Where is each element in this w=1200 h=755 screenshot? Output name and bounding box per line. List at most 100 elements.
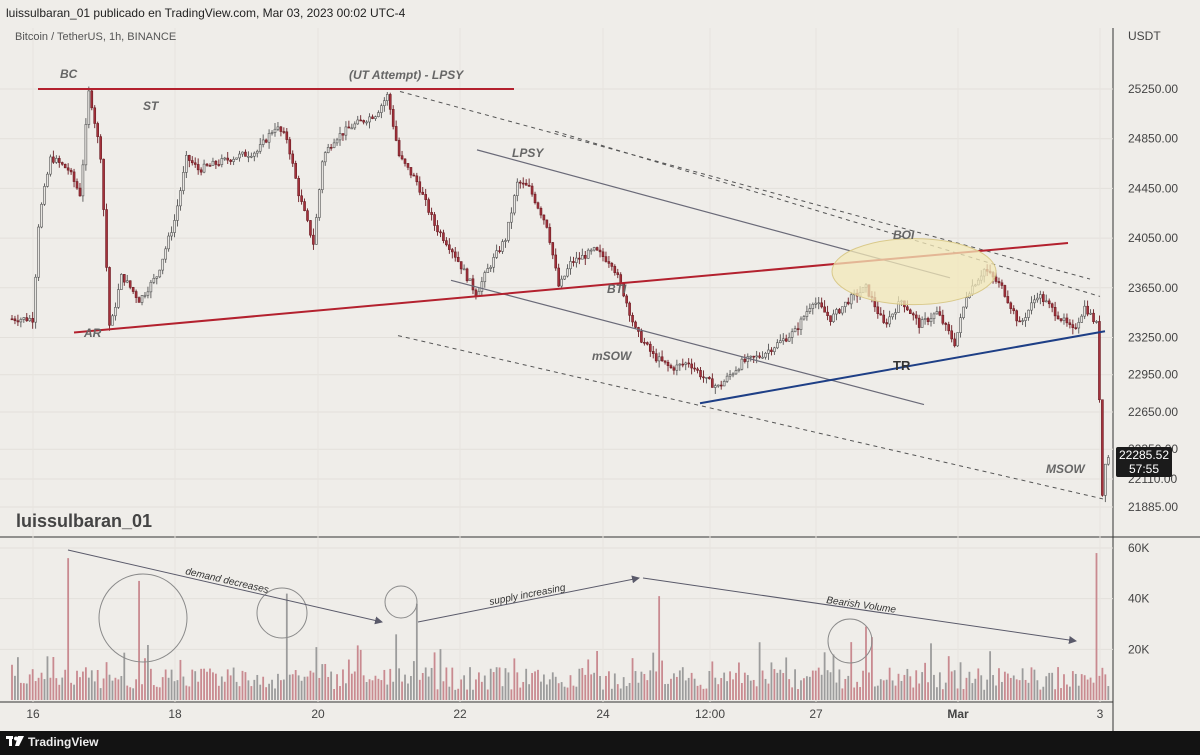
candle-body bbox=[10, 318, 14, 321]
candle-body bbox=[634, 321, 637, 328]
candle-body bbox=[773, 347, 776, 352]
candle-body bbox=[640, 331, 643, 343]
candle-body bbox=[320, 161, 324, 190]
volume-bar bbox=[262, 676, 265, 700]
candle-body bbox=[784, 338, 788, 342]
candle-body bbox=[1077, 322, 1081, 329]
candle-body bbox=[551, 242, 555, 256]
candle-body bbox=[196, 164, 200, 171]
annotation-ar: AR bbox=[83, 326, 102, 340]
volume-bar bbox=[711, 661, 714, 700]
volume-bar bbox=[371, 680, 374, 700]
tradingview-logo-icon[interactable] bbox=[6, 736, 24, 748]
volume-bar bbox=[1092, 682, 1095, 700]
tr-line bbox=[699, 330, 1106, 405]
volume-bar bbox=[1089, 677, 1092, 700]
volume-bar bbox=[117, 679, 120, 700]
volume-bar bbox=[1021, 668, 1024, 700]
candle-body bbox=[1050, 303, 1054, 308]
annotation-msow: mSOW bbox=[592, 349, 633, 363]
volume-bar bbox=[362, 675, 365, 700]
volume-bar bbox=[788, 679, 791, 700]
volume-bar bbox=[696, 685, 699, 700]
candle-body bbox=[1041, 294, 1045, 303]
volume-bar bbox=[79, 677, 81, 700]
volume-bar bbox=[743, 672, 746, 700]
candle-body bbox=[394, 126, 398, 141]
volume-bar bbox=[947, 656, 950, 700]
annotation-ut-attempt: (UT Attempt) - LPSY bbox=[349, 68, 464, 82]
candle-body bbox=[572, 261, 575, 263]
candle-body bbox=[687, 362, 690, 365]
candle-body bbox=[483, 272, 487, 283]
tradingview-brand[interactable]: TradingView bbox=[28, 735, 99, 749]
candle-body bbox=[323, 152, 327, 163]
volume-bar bbox=[294, 670, 297, 700]
volume-bar bbox=[404, 674, 406, 700]
volume-bar bbox=[640, 671, 643, 700]
candle-body bbox=[303, 201, 306, 211]
candle-body bbox=[1086, 305, 1089, 315]
author-watermark: luissulbaran_01 bbox=[16, 511, 153, 531]
candle-body bbox=[22, 317, 26, 320]
volume-bar bbox=[543, 674, 545, 700]
candle-body bbox=[1080, 315, 1084, 323]
candle-body bbox=[542, 214, 546, 221]
candle-body bbox=[188, 155, 191, 161]
candle-body bbox=[770, 349, 773, 352]
volume-bar bbox=[537, 669, 539, 700]
volume-bar bbox=[687, 677, 690, 700]
volume-bar bbox=[791, 687, 794, 700]
volume-bar bbox=[658, 596, 661, 700]
candle-body bbox=[122, 274, 126, 283]
volume-bar bbox=[693, 678, 696, 700]
candle-body bbox=[909, 309, 912, 314]
candle-body bbox=[699, 370, 702, 378]
volume-bar bbox=[247, 680, 250, 700]
candle-body bbox=[820, 302, 823, 308]
volume-bar bbox=[782, 672, 785, 700]
candle-body bbox=[894, 312, 897, 315]
volume-bar bbox=[43, 679, 46, 700]
volume-bar bbox=[93, 681, 96, 700]
volume-bar bbox=[235, 681, 238, 700]
candle-body bbox=[492, 257, 495, 268]
volume-bar bbox=[557, 683, 560, 700]
candle-body bbox=[498, 250, 501, 252]
candle-body bbox=[312, 234, 315, 245]
candle-body bbox=[651, 351, 655, 354]
candle-body bbox=[764, 352, 767, 358]
volume-bar bbox=[548, 679, 551, 700]
price-axis-tick: 23250.00 bbox=[1128, 330, 1178, 344]
volume-bar bbox=[333, 688, 335, 700]
footer-bar: TradingView bbox=[0, 731, 1200, 755]
candle-body bbox=[448, 244, 451, 250]
candle-body bbox=[161, 258, 165, 271]
candle-body bbox=[1030, 302, 1033, 311]
candle-body bbox=[300, 195, 303, 202]
candle-body bbox=[1027, 309, 1030, 318]
volume-bar bbox=[451, 667, 454, 700]
volume-bar bbox=[31, 669, 34, 700]
candle-body bbox=[1015, 310, 1019, 322]
candle-body bbox=[1047, 300, 1051, 305]
candle-body bbox=[114, 307, 117, 317]
candle-body bbox=[616, 272, 620, 275]
candle-body bbox=[255, 150, 259, 154]
candle-body bbox=[926, 318, 930, 322]
volume-bar bbox=[67, 558, 70, 700]
volume-bar bbox=[229, 675, 232, 700]
annotation-msow-major: MSOW bbox=[1046, 462, 1086, 476]
volume-bar bbox=[463, 675, 466, 700]
candle-body bbox=[1033, 299, 1036, 304]
volume-bar bbox=[959, 662, 962, 700]
candle-body bbox=[415, 175, 419, 183]
volume-bar bbox=[1095, 553, 1098, 700]
volume-bar bbox=[135, 679, 138, 700]
volume-bar bbox=[879, 679, 882, 700]
candle-body bbox=[63, 163, 67, 169]
currency-label: USDT bbox=[1128, 29, 1161, 43]
candle-body bbox=[787, 337, 791, 342]
